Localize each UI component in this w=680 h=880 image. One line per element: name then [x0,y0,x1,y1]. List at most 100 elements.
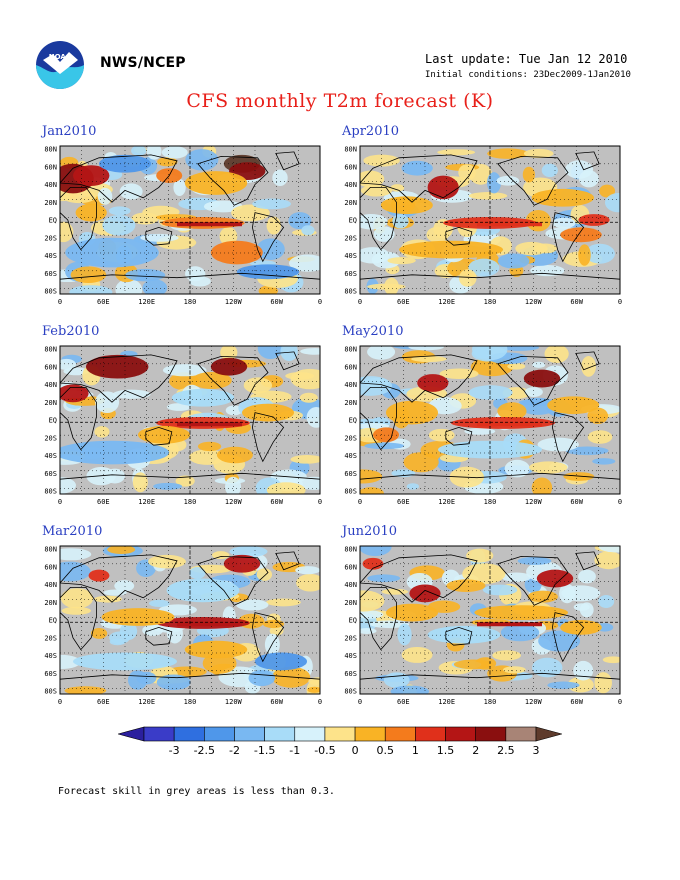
anomaly-patch [531,188,594,207]
anomaly-patch [210,357,248,376]
anomaly-patch [101,608,175,626]
lat-tick-label: 20S [344,234,357,242]
anomaly-patch [522,166,536,183]
anomaly-patch [567,676,594,693]
anomaly-patch [544,346,569,364]
lat-tick-label: 60N [344,163,357,171]
anomaly-patch [60,654,81,670]
anomaly-patch [381,588,409,595]
anomaly-patch [446,579,486,593]
lon-tick-label: 0 [318,298,322,306]
lat-tick-label: 40N [344,381,357,389]
lon-tick-label: 180 [184,698,197,706]
lat-tick-label: 80N [344,546,357,554]
anomaly-patch [406,483,420,490]
anomaly-patch [468,385,513,400]
lat-tick-label: 80S [44,488,57,496]
anomaly-patch [527,590,558,603]
anomaly-patch [363,154,400,167]
last-update: Last update: Tue Jan 12 2010 [425,52,628,66]
equatorial-anomaly [177,622,242,627]
coastline [575,551,600,571]
initial-conditions: Initial conditions: 23Dec2009-1Jan2010 [425,70,631,80]
lat-tick-label: 20N [344,399,357,407]
anomaly-patch [392,214,409,229]
colorbar-swatch [204,726,235,742]
anomaly-patch [108,206,131,216]
anomaly-patch [60,358,77,370]
anomaly-patch [585,243,615,264]
colorbar-arrow-high [535,726,562,742]
anomaly-patch [360,214,388,230]
anomaly-patch [73,652,177,671]
lon-tick-label: 120W [525,298,543,306]
lon-tick-label: 0 [318,498,322,506]
anomaly-patch [95,391,120,414]
anomaly-patch [401,160,433,176]
coastline [251,612,285,663]
anomaly-patch [94,426,110,438]
anomaly-patch [60,477,76,494]
anomaly-patch [225,405,243,416]
coastline [60,672,320,694]
anomaly-patch [236,599,269,611]
colorbar-label: -3 [169,744,180,757]
anomaly-patch [427,175,459,200]
map-frame [59,345,321,495]
lat-tick-label: 40S [344,252,357,260]
lat-tick-label: 40S [344,452,357,460]
coastline [445,226,473,246]
lat-tick-label: 20S [344,634,357,642]
lat-tick-label: 80S [344,288,357,296]
coastline [497,155,569,206]
lat-tick-label: 40S [44,452,57,460]
anomaly-patch [212,551,230,560]
coastline [197,155,269,206]
anomaly-patch [533,243,557,254]
anomaly-patch [210,240,263,265]
anomaly-patch [552,217,576,229]
anomaly-patch [64,686,107,694]
lat-tick-label: 40S [44,652,57,660]
anomaly-patch [496,175,520,186]
colorbar-label: 2.5 [497,744,515,757]
lat-tick-label: EQ [349,217,357,225]
coastline [145,626,173,646]
anomaly-patch [296,573,320,592]
colorbar: -3 -2.5 -2 -1.5 -1 -0.5 0 0.5 1 1.5 2 2.5 3 [118,726,562,757]
lat-tick-label: 40N [44,181,57,189]
coastline [551,212,585,263]
anomaly-patch [185,266,206,282]
anomaly-patch [594,672,612,694]
anomaly-patch [61,606,92,615]
coastline [575,151,600,171]
colorbar-label: -2.5 [194,744,215,757]
anomaly-patch [216,446,253,464]
anomaly-patch [225,476,242,494]
anomaly-patch [142,279,168,294]
anomaly-patch [397,623,412,646]
anomaly-patch [587,407,609,425]
anomaly-patch [285,372,315,380]
anomaly-patch [93,595,122,603]
anomaly-patch [148,554,186,569]
anomaly-patch [360,546,392,557]
anomaly-patch [109,631,130,645]
lon-tick-label: 180 [484,298,497,306]
lat-tick-label: 60N [44,163,57,171]
lat-tick-label: 80N [344,346,357,354]
coastline [251,412,285,463]
lat-tick-label: 60N [44,563,57,571]
lon-tick-label: 0 [58,698,62,706]
anomaly-patch [427,625,501,644]
lat-tick-label: 40N [44,381,57,389]
colorbar-swatch [475,726,507,742]
lat-tick-label: 40S [44,252,57,260]
colorbar-swatch [384,726,416,742]
lat-tick-label: 60S [44,270,57,278]
